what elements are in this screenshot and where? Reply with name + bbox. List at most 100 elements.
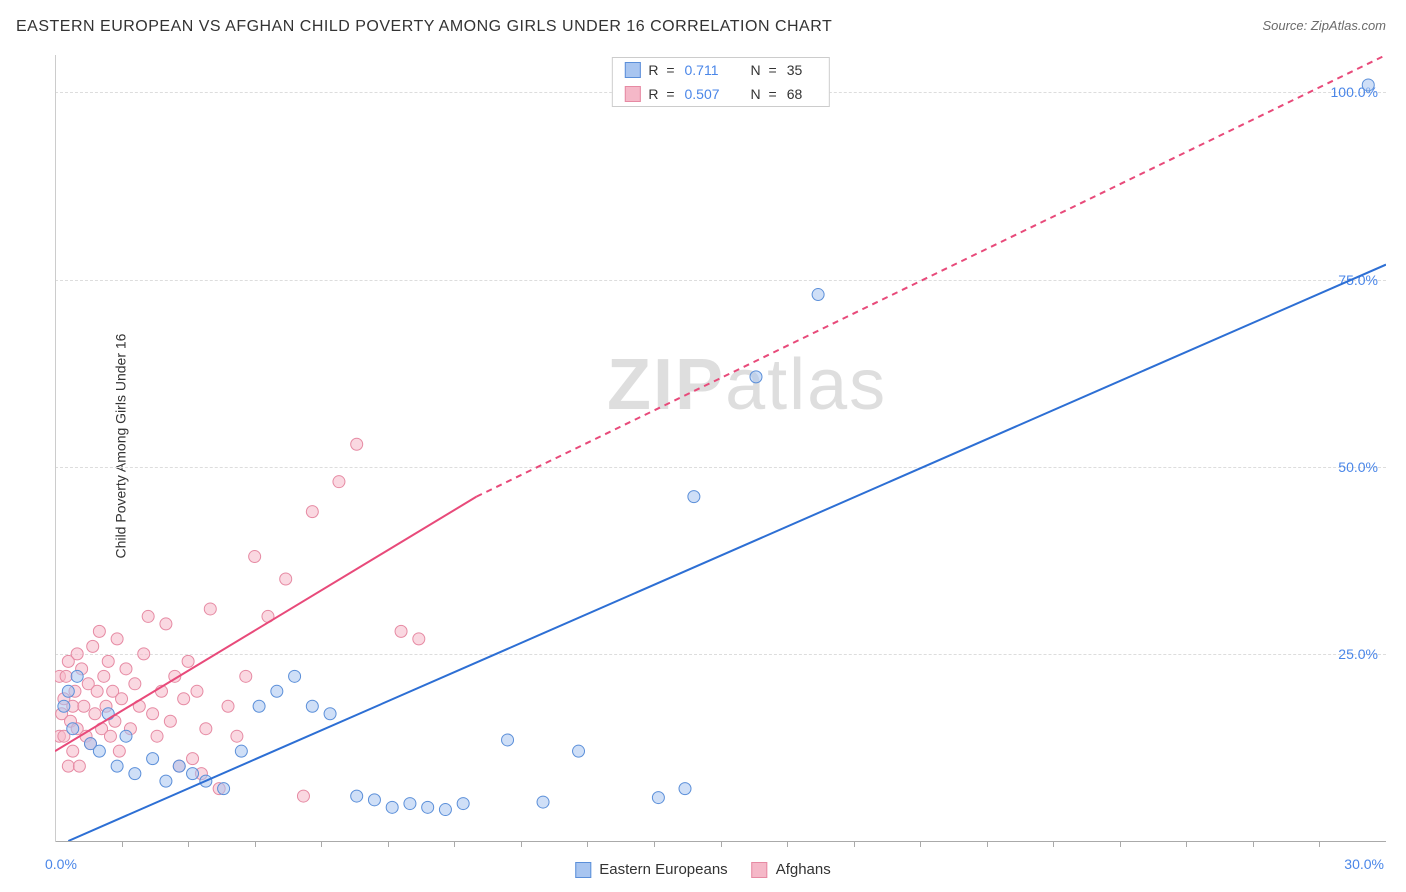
n-label: N =: [751, 86, 779, 102]
data-point: [240, 670, 252, 682]
data-point: [439, 804, 451, 816]
data-point: [71, 648, 83, 660]
data-point: [679, 783, 691, 795]
x-tick: [521, 841, 522, 847]
trend-line: [55, 497, 476, 752]
data-point: [160, 618, 172, 630]
data-point: [289, 670, 301, 682]
correlation-legend-row: R = 0.507 N = 68: [612, 82, 828, 106]
data-point: [324, 708, 336, 720]
data-point: [222, 700, 234, 712]
data-point: [173, 760, 185, 772]
data-point: [297, 790, 309, 802]
data-point: [249, 551, 261, 563]
r-label: R =: [648, 62, 676, 78]
x-tick: [188, 841, 189, 847]
data-point: [271, 685, 283, 697]
data-point: [413, 633, 425, 645]
legend-swatch-pink: [752, 862, 768, 878]
legend-swatch-blue: [624, 62, 640, 78]
data-point: [395, 625, 407, 637]
data-point: [129, 678, 141, 690]
data-point: [351, 438, 363, 450]
x-tick: [854, 841, 855, 847]
data-point: [306, 506, 318, 518]
r-value: 0.711: [685, 62, 735, 78]
data-point: [62, 685, 74, 697]
data-point: [102, 655, 114, 667]
data-point: [67, 745, 79, 757]
data-point: [218, 783, 230, 795]
data-point: [111, 760, 123, 772]
x-tick: [454, 841, 455, 847]
data-point: [73, 760, 85, 772]
n-value: 35: [787, 62, 817, 78]
scatter-svg: [55, 55, 1386, 841]
x-tick: [255, 841, 256, 847]
data-point: [187, 768, 199, 780]
data-point: [98, 670, 110, 682]
x-tick: [122, 841, 123, 847]
data-point: [422, 801, 434, 813]
x-tick: [1253, 841, 1254, 847]
data-point: [652, 792, 664, 804]
x-tick: [1053, 841, 1054, 847]
data-point: [200, 723, 212, 735]
x-tick: [1120, 841, 1121, 847]
data-point: [104, 730, 116, 742]
legend-label: Eastern Europeans: [599, 861, 727, 878]
data-point: [116, 693, 128, 705]
data-point: [78, 700, 90, 712]
x-tick: [654, 841, 655, 847]
r-label: R =: [648, 86, 676, 102]
x-tick: [1186, 841, 1187, 847]
legend-item-afghans: Afghans: [752, 861, 831, 878]
data-point: [113, 745, 125, 757]
data-point: [502, 734, 514, 746]
n-label: N =: [751, 62, 779, 78]
data-point: [457, 798, 469, 810]
data-point: [1362, 79, 1374, 91]
x-tick: [721, 841, 722, 847]
data-point: [147, 708, 159, 720]
data-point: [231, 730, 243, 742]
data-point: [164, 715, 176, 727]
data-point: [67, 723, 79, 735]
data-point: [91, 685, 103, 697]
data-point: [182, 655, 194, 667]
data-point: [160, 775, 172, 787]
data-point: [235, 745, 247, 757]
data-point: [187, 753, 199, 765]
data-point: [404, 798, 416, 810]
data-point: [93, 625, 105, 637]
series-legend: Eastern Europeans Afghans: [575, 861, 830, 878]
data-point: [368, 794, 380, 806]
data-point: [191, 685, 203, 697]
x-max-label: 30.0%: [1344, 856, 1384, 872]
data-point: [151, 730, 163, 742]
x-tick: [388, 841, 389, 847]
legend-swatch-blue: [575, 862, 591, 878]
data-point: [62, 760, 74, 772]
x-tick: [321, 841, 322, 847]
data-point: [138, 648, 150, 660]
source-attribution: Source: ZipAtlas.com: [1262, 18, 1386, 33]
n-value: 68: [787, 86, 817, 102]
x-tick: [587, 841, 588, 847]
data-point: [537, 796, 549, 808]
r-value: 0.507: [685, 86, 735, 102]
data-point: [386, 801, 398, 813]
chart-title: EASTERN EUROPEAN VS AFGHAN CHILD POVERTY…: [16, 18, 832, 36]
data-point: [111, 633, 123, 645]
data-point: [93, 745, 105, 757]
x-tick: [787, 841, 788, 847]
correlation-legend: R = 0.711 N = 35 R = 0.507 N = 68: [611, 57, 829, 107]
data-point: [280, 573, 292, 585]
data-point: [87, 640, 99, 652]
data-point: [120, 730, 132, 742]
data-point: [58, 700, 70, 712]
x-tick: [987, 841, 988, 847]
trend-line: [68, 265, 1386, 841]
data-point: [351, 790, 363, 802]
data-point: [60, 670, 72, 682]
